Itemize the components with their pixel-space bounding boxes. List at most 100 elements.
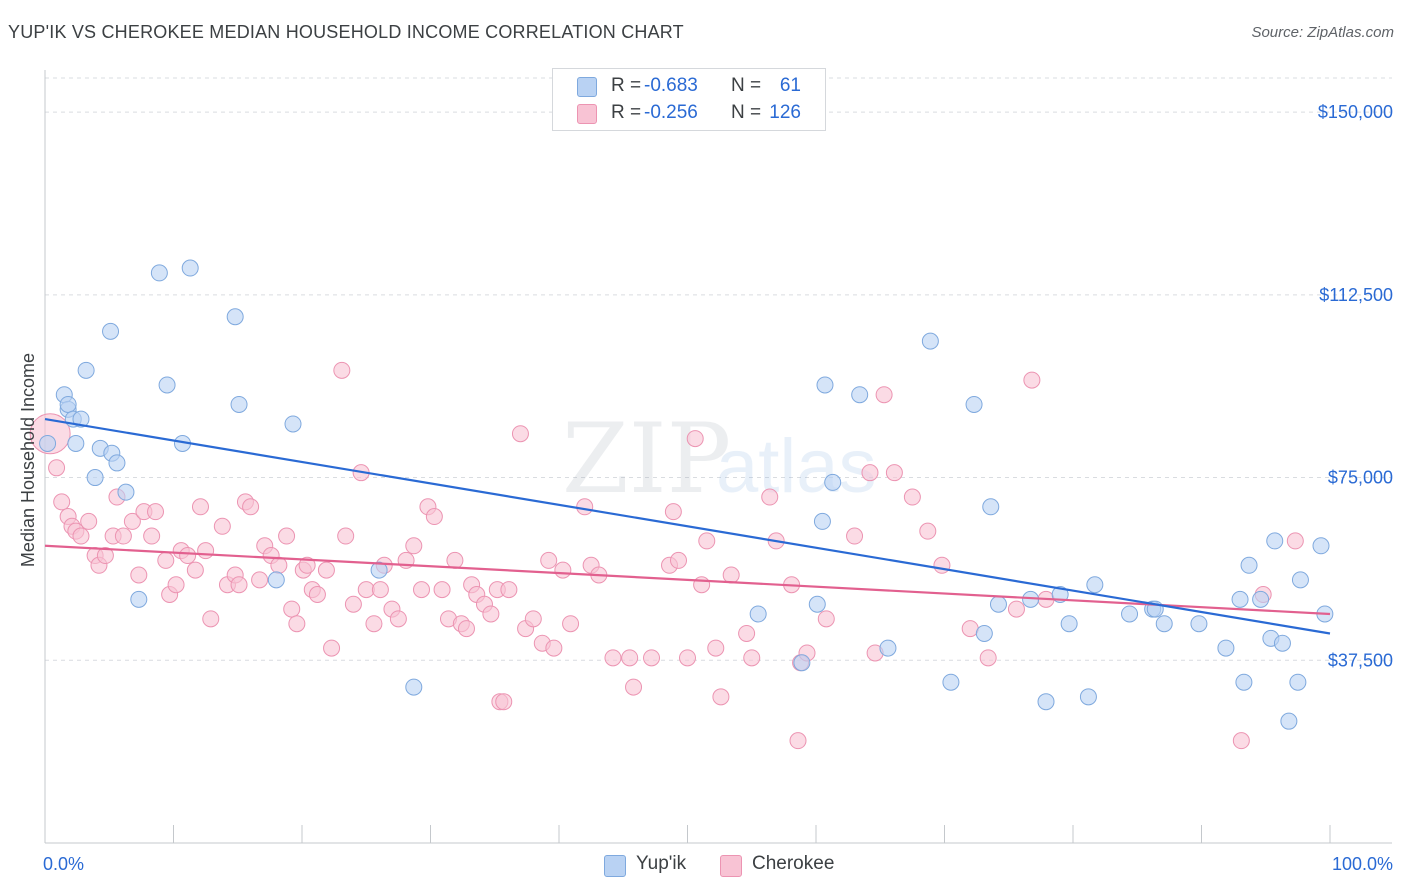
yupik-point [1312,537,1330,555]
cherokee-point [875,386,893,404]
tick-labels: $37,500 $75,000 $112,500 $150,000 0.0% 100.0%… [18,102,1393,874]
cherokee-point [288,615,306,633]
yupik-legend-icon [604,855,626,877]
cherokee-swatch-icon [577,104,597,124]
cherokee-point [686,430,704,448]
cherokee-point [143,527,161,545]
cherokee-point [130,566,148,584]
yupik-point [1280,712,1298,730]
cherokee-point [511,425,529,443]
yupik-point [1240,556,1258,574]
cherokee-point [344,595,362,613]
yupik-point [405,678,423,696]
cherokee-trend-line [44,544,1331,616]
yupik-point [989,595,1007,613]
yupik-point [749,605,767,623]
cherokee-point [562,615,580,633]
cherokee-point [524,610,542,628]
yupik-point [1235,673,1253,691]
yupik-point [284,415,302,433]
y-tick-label: $75,000 [1328,468,1393,488]
legend-r-value: -0.683 [644,75,698,96]
yupik-point [72,410,90,428]
legend-n-value: 126 [769,102,801,123]
cherokee-point [979,649,997,667]
cherokee-point [242,498,260,516]
cherokee-point [621,649,639,667]
axes-layer [44,70,1392,844]
yupik-point [1060,615,1078,633]
x-tick-label: 100.0% [1332,854,1393,874]
cherokee-point [693,576,711,594]
y-tick-label: $37,500 [1328,650,1393,670]
cherokee-point [919,522,937,540]
y-tick-label: $150,000 [1318,102,1393,122]
yupik-point [1155,615,1173,633]
cherokee-point [270,556,288,574]
yupik-point [267,571,285,589]
cherokee-point [961,620,979,638]
yupik-point [181,259,199,277]
cherokee-point [643,649,661,667]
yupik-point [86,469,104,487]
cherokee-point [186,561,204,579]
watermark-zip: ZIP [562,403,731,515]
cherokee-point [761,488,779,506]
cherokee-point [1023,371,1041,389]
grid-layer [45,77,1392,661]
cherokee-point [337,527,355,545]
yupik-point [59,395,77,413]
cherokee-point [371,581,389,599]
yupik-points [39,259,1334,730]
cherokee-point [457,620,475,638]
cherokee-point [53,493,71,511]
x-tick-label: 0.0% [43,854,84,874]
cherokee-point [707,639,725,657]
y-axis-label: Median Household Income [18,353,38,567]
cherokee-point [48,459,66,477]
watermark-atlas: atlas [716,424,877,509]
yupik-point [965,395,983,413]
yupik-point [1079,688,1097,706]
cherokee-point [230,576,248,594]
yupik-point [1217,639,1235,657]
cherokee-point [1286,532,1304,550]
cherokee-point [789,732,807,750]
yupik-point [1190,615,1208,633]
chart-title: YUP'IK VS CHEROKEE MEDIAN HOUSEHOLD INCO… [8,22,684,42]
legend-r-label: R = [611,75,642,96]
cherokee-point [738,624,756,642]
cherokee-point [72,527,90,545]
cherokee-point [861,464,879,482]
legend-n-value: 61 [779,75,801,96]
cherokee-point [1007,600,1025,618]
yupik-point [1037,693,1055,711]
cherokee-point [425,508,443,526]
cherokee-point [679,649,696,667]
cherokee-point [123,512,141,530]
legend-row-cherokee: R = -0.256 N = 126 [553,100,825,126]
yupik-point [793,654,811,672]
cherokee-point [670,551,688,569]
cherokee-point [576,498,594,516]
yupik-point [150,264,168,282]
correlation-legend: R = -0.683 N = 61 R = -0.256 N = 126 [552,68,826,131]
yupik-point [370,561,388,579]
yupik-point [1291,571,1309,589]
cherokee-point [495,693,513,711]
yupik-swatch-icon [577,77,597,97]
legend-r-value: -0.256 [644,102,698,123]
bottom-legend-yupik-label: Yup'ik [636,853,687,874]
yupik-point [39,434,57,452]
watermark: ZIP atlas [562,403,877,515]
cherokee-point [545,639,563,657]
cherokee-point [323,639,341,657]
yupik-point [117,483,135,501]
trend-lines [44,417,1331,635]
yupik-point [77,361,95,379]
yupik-point [67,434,85,452]
cherokee-point [167,576,185,594]
yupik-point [130,590,148,608]
yupik-point [879,639,897,657]
